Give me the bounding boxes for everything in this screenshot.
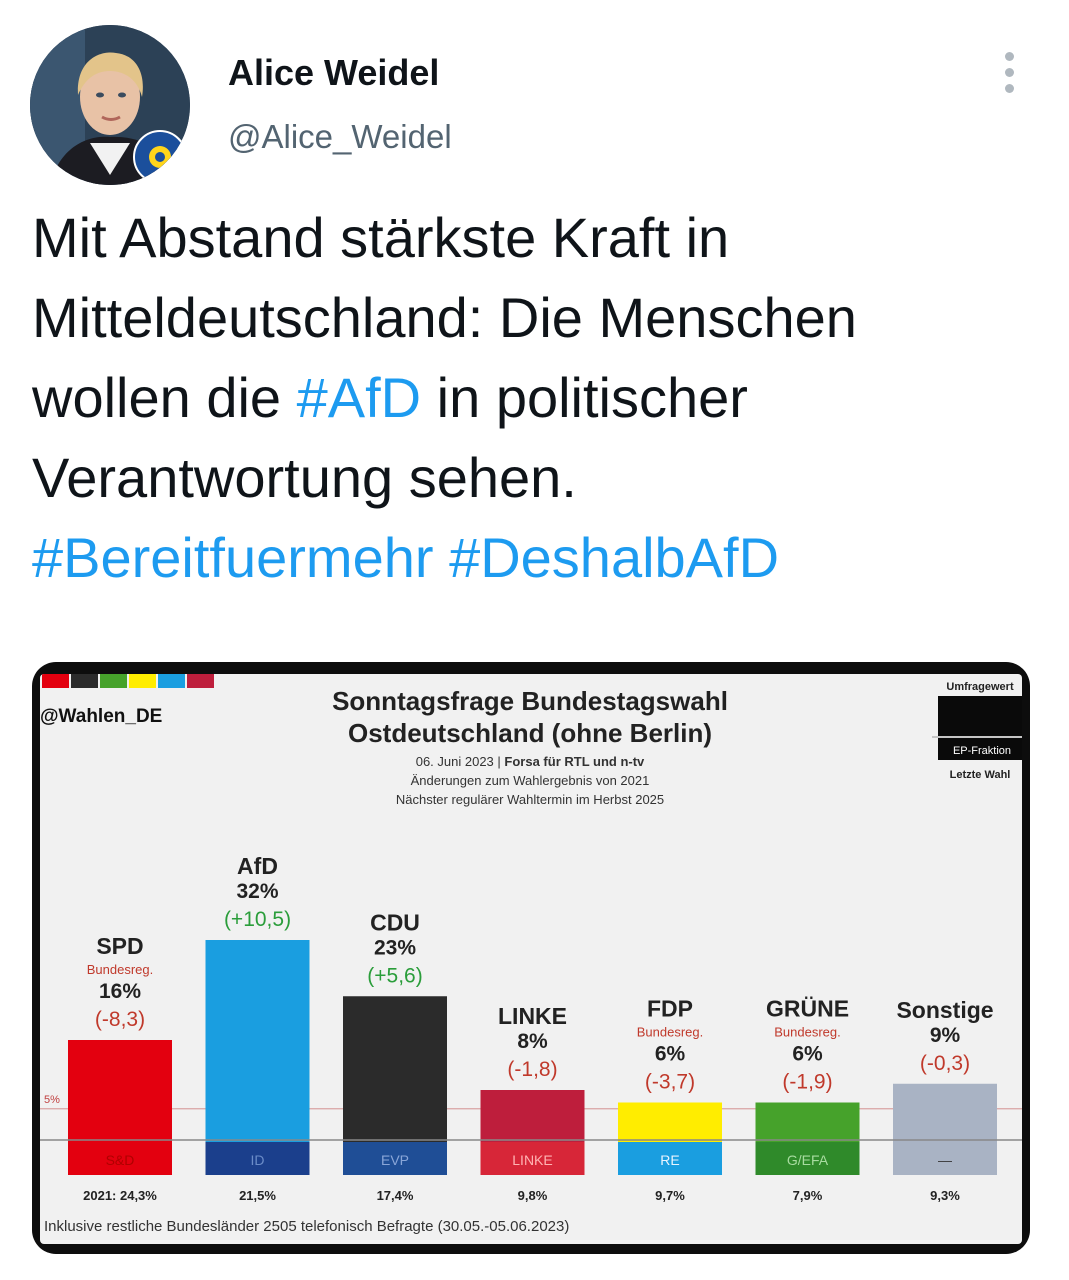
legend-last-label: Letzte Wahl <box>950 769 1011 781</box>
last-election-label: 9,3% <box>930 1188 960 1203</box>
tweet-line: Mit Abstand stärkste Kraft in <box>32 206 730 269</box>
legend-value-label: Umfragewert <box>946 681 1014 693</box>
logo-color-block <box>129 674 156 688</box>
ep-fraction-box <box>480 1142 585 1175</box>
hashtag-bereitfuermehr-link[interactable]: #Bereitfuermehr <box>32 526 434 589</box>
chart-institute: Forsa für RTL und n-tv <box>504 754 645 769</box>
party-label: AfD <box>237 853 278 879</box>
avatar-image <box>30 25 190 185</box>
change-label: (-8,3) <box>95 1008 145 1031</box>
ep-fraction-box <box>205 1142 310 1175</box>
change-label: (-1,9) <box>782 1071 832 1094</box>
change-label: (+5,6) <box>367 964 422 987</box>
ep-fraction-label: RE <box>660 1152 679 1168</box>
ep-fraction-box <box>68 1142 172 1175</box>
tweet-text-segment: in politischer <box>421 366 748 429</box>
value-label: 6% <box>655 1043 686 1066</box>
chart-note: Änderungen zum Wahlergebnis von 2021 <box>411 773 650 788</box>
change-label: (+10,5) <box>224 908 291 931</box>
hashtag-afd-link[interactable]: #AfD <box>296 366 422 429</box>
media-attachment[interactable]: @Wahlen_DE Sonntagsfrage Bundestagswahl … <box>32 662 1030 1254</box>
ep-fraction-box <box>893 1142 997 1175</box>
logo-color-block <box>187 674 214 688</box>
last-election-label: 2021: 24,3% <box>83 1188 157 1203</box>
poll-chart: @Wahlen_DE Sonntagsfrage Bundestagswahl … <box>40 674 1022 1235</box>
chart-footer: Inklusive restliche Bundesländer 2505 te… <box>44 1218 569 1235</box>
party-label: GRÜNE <box>766 996 849 1022</box>
change-label: (-3,7) <box>645 1071 695 1094</box>
party-label: SPD <box>96 933 143 959</box>
change-label: (-1,8) <box>507 1058 557 1081</box>
legend-ep-label: EP-Fraktion <box>953 745 1011 757</box>
government-label: Bundesreg. <box>774 1025 841 1040</box>
threshold-label: 5% <box>44 1094 60 1106</box>
logo-color-block <box>158 674 185 688</box>
bar-afd <box>205 940 310 1175</box>
ep-fraction-box <box>343 1142 447 1175</box>
change-label: (-0,3) <box>920 1052 970 1075</box>
author-handle[interactable]: @Alice_Weidel <box>228 118 452 155</box>
chart-title: Sonntagsfrage Bundestagswahl <box>332 686 728 716</box>
ep-fraction-label: — <box>938 1152 952 1168</box>
last-election-label: 7,9% <box>793 1188 823 1203</box>
author-avatar[interactable] <box>30 25 190 185</box>
government-label: Bundesreg. <box>637 1025 704 1040</box>
chart-source-handle: @Wahlen_DE <box>40 706 162 727</box>
value-label: 23% <box>374 936 416 959</box>
hashtag-deshalbafd-link[interactable]: #DeshalbAfD <box>449 526 780 589</box>
author-name[interactable]: Alice Weidel <box>228 52 440 93</box>
value-label: 16% <box>99 980 141 1003</box>
chart-date: 06. Juni 2023 <box>416 754 494 769</box>
tweet-line: #Bereitfuermehr #DeshalbAfD <box>32 518 1042 598</box>
legend-ep-swatch <box>938 738 1022 760</box>
chart-subtitle: Ostdeutschland (ohne Berlin) <box>348 718 712 748</box>
party-label: LINKE <box>498 1003 567 1029</box>
value-label: 6% <box>792 1043 823 1066</box>
tweet-text: Mit Abstand stärkste Kraft in Mitteldeut… <box>32 198 1042 598</box>
chart-note: Nächster regulärer Wahltermin im Herbst … <box>396 792 664 807</box>
party-label: FDP <box>647 996 693 1022</box>
ep-fraction-label: S&D <box>106 1152 135 1168</box>
government-label: Bundesreg. <box>87 962 154 977</box>
logo-color-block <box>71 674 98 688</box>
legend-value-swatch <box>938 696 1022 736</box>
wahlen-de-logo <box>42 674 214 688</box>
value-label: 8% <box>517 1030 548 1053</box>
tweet-line: Mitteldeutschland: Die Menschen <box>32 286 857 349</box>
ep-fraction-label: LINKE <box>512 1152 552 1168</box>
tweet-line: wollen die #AfD in politischer <box>32 358 1042 438</box>
last-election-label: 17,4% <box>377 1188 414 1203</box>
last-election-label: 9,8% <box>518 1188 548 1203</box>
value-label: 32% <box>236 880 278 903</box>
poll-chart-image: @Wahlen_DE Sonntagsfrage Bundestagswahl … <box>40 674 1022 1244</box>
party-label: Sonstige <box>896 997 993 1023</box>
logo-color-block <box>42 674 69 688</box>
ep-fraction-label: G/EFA <box>787 1152 829 1168</box>
party-label: CDU <box>370 909 420 935</box>
last-election-label: 9,7% <box>655 1188 685 1203</box>
tweet-line: Verantwortung sehen. <box>32 446 577 509</box>
last-election-label: 21,5% <box>239 1188 276 1203</box>
ep-fraction-box <box>618 1142 722 1175</box>
more-options-icon[interactable] <box>998 52 1020 94</box>
logo-color-block <box>100 674 127 688</box>
ep-fraction-label: ID <box>251 1152 265 1168</box>
tweet-text-segment: wollen die <box>32 366 297 429</box>
ep-fraction-box <box>755 1142 860 1175</box>
ep-fraction-label: EVP <box>381 1152 409 1168</box>
value-label: 9% <box>930 1024 961 1047</box>
chart-date-institute: 06. Juni 2023 | Forsa für RTL und n-tv <box>416 754 645 769</box>
